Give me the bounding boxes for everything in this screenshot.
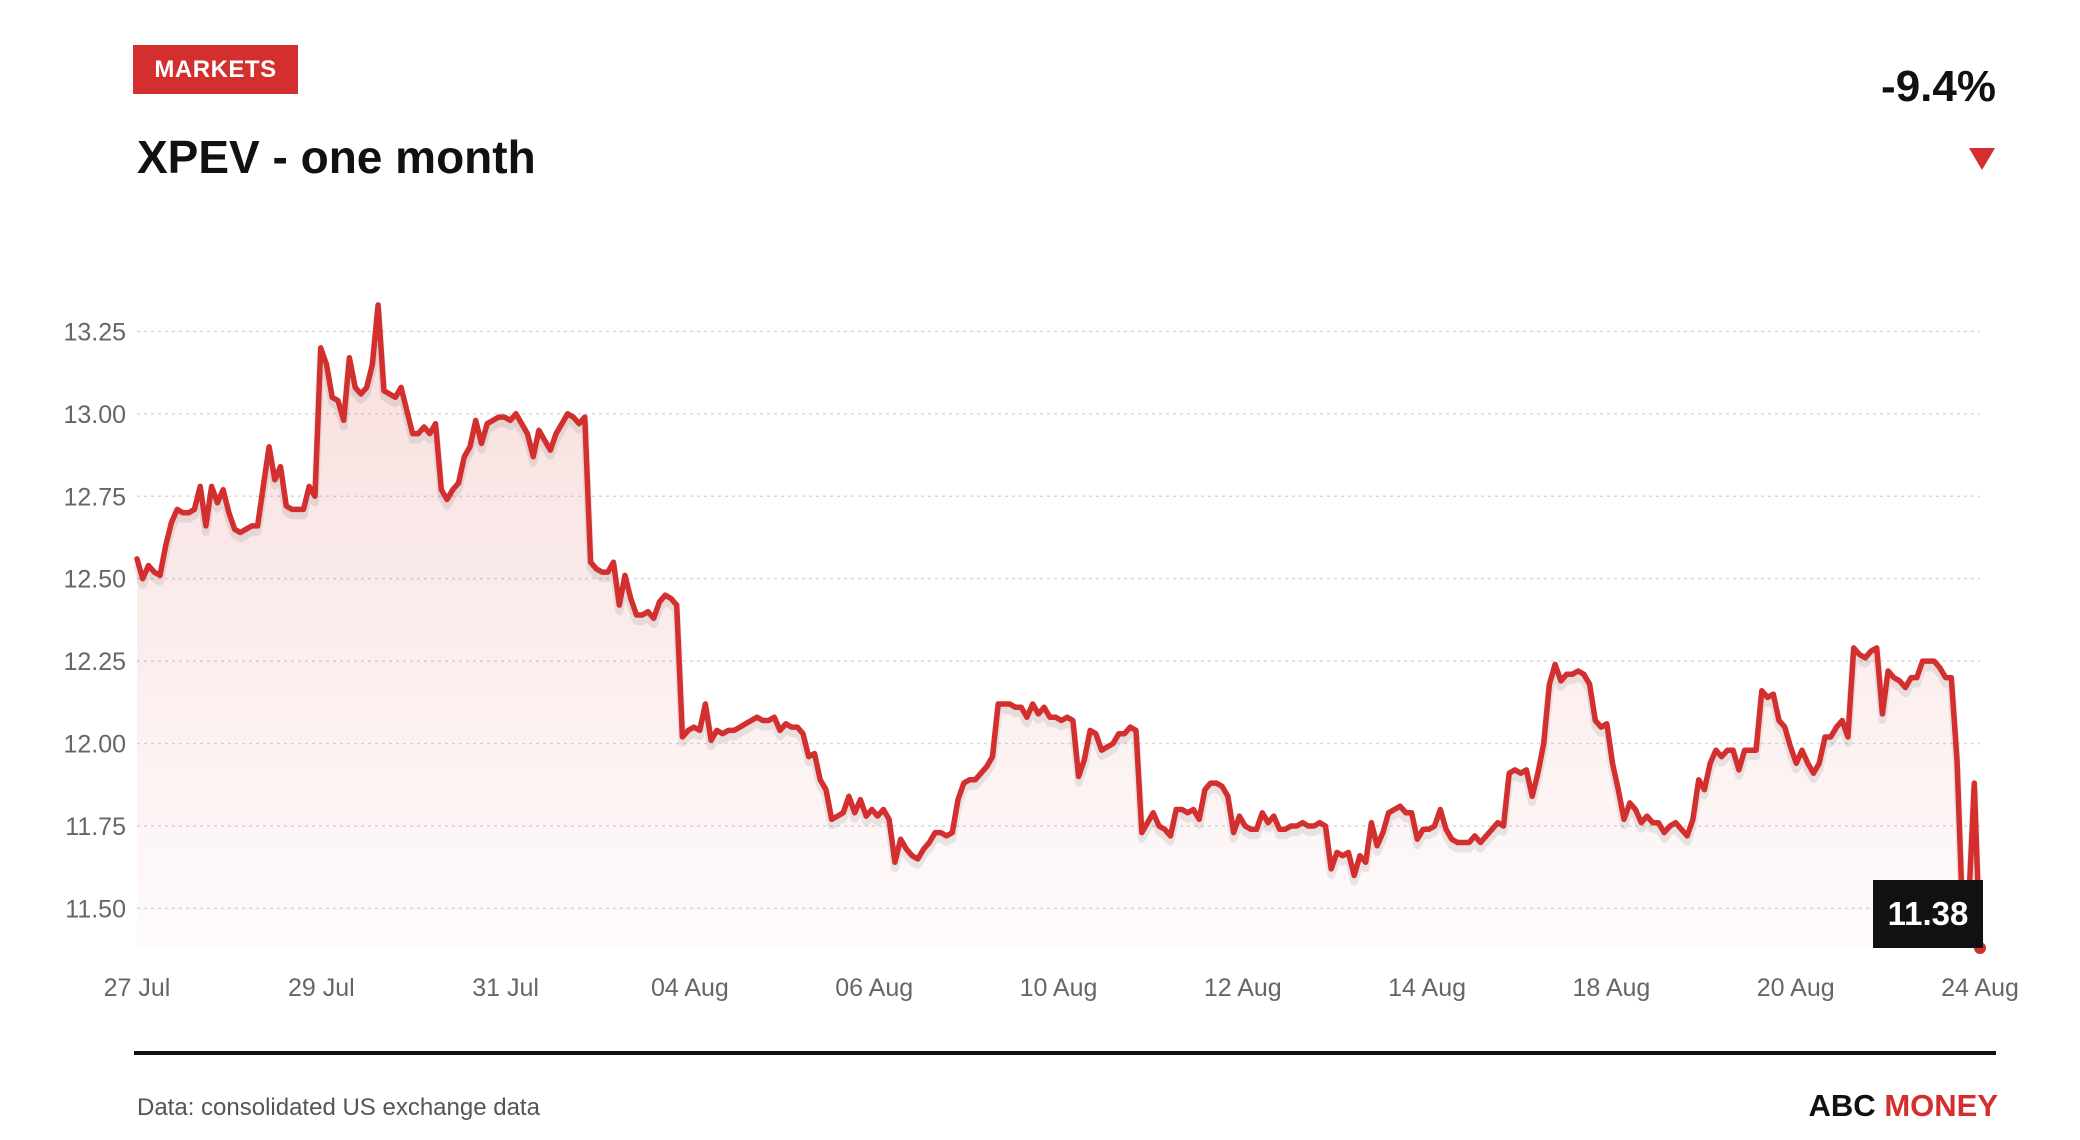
brand-logo-part2: MONEY [1884, 1088, 1998, 1123]
brand-logo-part1: ABC [1808, 1088, 1876, 1123]
chart-title: XPEV - one month [137, 131, 536, 183]
x-tick-label: 27 Jul [104, 974, 171, 1002]
down-arrow-icon [1969, 148, 1995, 170]
x-tick-label: 06 Aug [835, 974, 913, 1002]
percent-change: -9.4% [1881, 62, 1996, 111]
series-area [137, 305, 1980, 948]
x-tick-label: 14 Aug [1388, 974, 1466, 1002]
series-line-shadow [133, 307, 1984, 955]
x-tick-label: 12 Aug [1204, 974, 1282, 1002]
y-tick-label: 11.50 [65, 895, 126, 923]
x-tick-label: 29 Jul [288, 974, 355, 1002]
x-tick-label: 18 Aug [1572, 974, 1650, 1002]
data-source-note: Data: consolidated US exchange data [137, 1094, 540, 1121]
last-value-label: 11.38 [1888, 895, 1969, 932]
y-tick-label: 12.00 [63, 731, 126, 759]
x-tick-label: 31 Jul [472, 974, 539, 1002]
y-tick-label: 13.25 [63, 318, 126, 346]
last-value-badge [1873, 880, 1983, 948]
footer-divider [134, 1051, 1996, 1055]
series-line [134, 302, 1983, 951]
brand-logo[interactable]: ABC MONEY [1809, 1088, 1998, 1124]
x-tick-label: 20 Aug [1757, 974, 1835, 1002]
price-chart: 11.50 11.75 12.00 12.25 12.50 12.75 13.00 13.25… [63, 302, 2019, 1002]
x-tick-label: 04 Aug [651, 974, 729, 1002]
y-tick-label: 13.00 [63, 401, 126, 429]
section-badge[interactable]: MARKETS [133, 45, 298, 94]
y-tick-label: 12.25 [63, 648, 126, 676]
y-tick-label: 11.75 [65, 813, 126, 841]
y-tick-label: 12.75 [63, 483, 126, 511]
x-tick-label: 24 Aug [1941, 974, 2019, 1002]
y-tick-label: 12.50 [63, 566, 126, 594]
x-tick-label: 10 Aug [1020, 974, 1098, 1002]
